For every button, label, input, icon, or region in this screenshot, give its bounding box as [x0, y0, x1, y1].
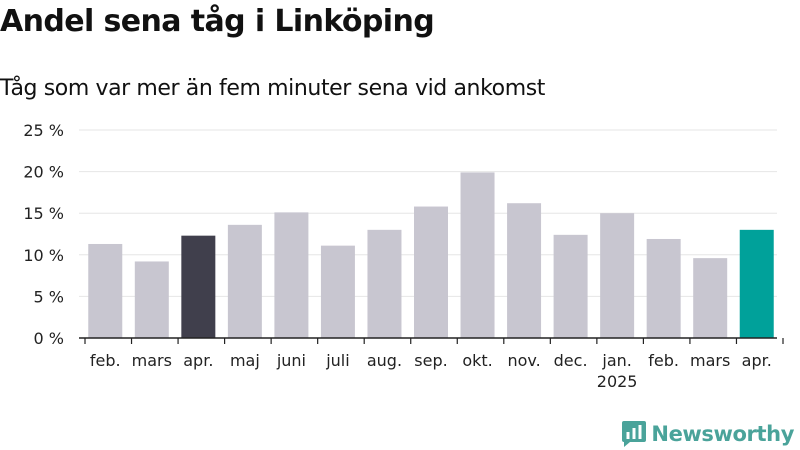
x-tick-label: aug.	[367, 351, 402, 370]
y-tick-label: 15 %	[23, 204, 64, 223]
chart-subtitle: Tåg som var mer än fem minuter sena vid …	[0, 76, 546, 101]
x-tick-label: maj	[230, 351, 260, 370]
x-axis	[79, 337, 784, 344]
bar-feb.	[646, 238, 681, 338]
newsworthy-logo: Newsworthy	[621, 420, 794, 448]
bar-sep.	[414, 206, 448, 338]
y-tick-label: 20 %	[23, 163, 64, 182]
x-axis-tick-labels: feb. mars apr. maj juni juli aug. sep. okt. nov. d…	[90, 351, 772, 391]
bar-chart: 0 %5 %10 %15 %20 %25 % feb. mars apr. maj ju…	[23, 121, 784, 391]
x-tick-label: mars	[690, 351, 730, 370]
y-tick-label: 0 %	[34, 329, 64, 348]
logo-text: Newsworthy	[651, 422, 794, 446]
bar-apr.	[739, 229, 774, 338]
x-tick-label: nov.	[507, 351, 540, 370]
bar-mars	[693, 258, 728, 338]
y-tick-label: 5 %	[34, 287, 64, 306]
bar-feb.	[88, 243, 123, 338]
x-tick-label: apr.	[183, 351, 213, 370]
x-tick-label: juni	[276, 351, 306, 370]
x-tick-label: okt.	[462, 351, 492, 370]
bar-chart-speech-bubble-icon	[622, 421, 647, 447]
y-tick-label: 10 %	[23, 246, 64, 265]
x-tick-label: dec.	[554, 351, 588, 370]
bar-juli	[320, 245, 355, 338]
chart-title: Andel sena tåg i Linköping	[0, 4, 435, 39]
x-tick-label: feb.	[648, 351, 679, 370]
x-tick-label: juli	[325, 351, 349, 370]
x-tick-label: jan.	[601, 351, 631, 370]
bar-jan.	[600, 213, 635, 338]
bar-dec.	[553, 234, 588, 338]
bar-maj	[227, 224, 262, 338]
x-tick-label: apr.	[742, 351, 772, 370]
bar-nov.	[507, 203, 542, 338]
x-tick-label: mars	[132, 351, 172, 370]
bar-okt.	[460, 172, 495, 338]
y-axis-tick-labels: 0 % 5 % 10 % 15 % 20 % 25 %	[23, 121, 64, 348]
y-tick-label: 25 %	[23, 121, 64, 140]
bar-juni	[274, 212, 309, 338]
bar-mars	[134, 261, 169, 338]
x-tick-label: feb.	[90, 351, 121, 370]
x-tick-label: sep.	[414, 351, 447, 370]
year-label: 2025	[597, 372, 638, 391]
bar-aug.	[367, 229, 402, 338]
bars	[88, 172, 774, 338]
bar-apr.	[181, 235, 216, 338]
